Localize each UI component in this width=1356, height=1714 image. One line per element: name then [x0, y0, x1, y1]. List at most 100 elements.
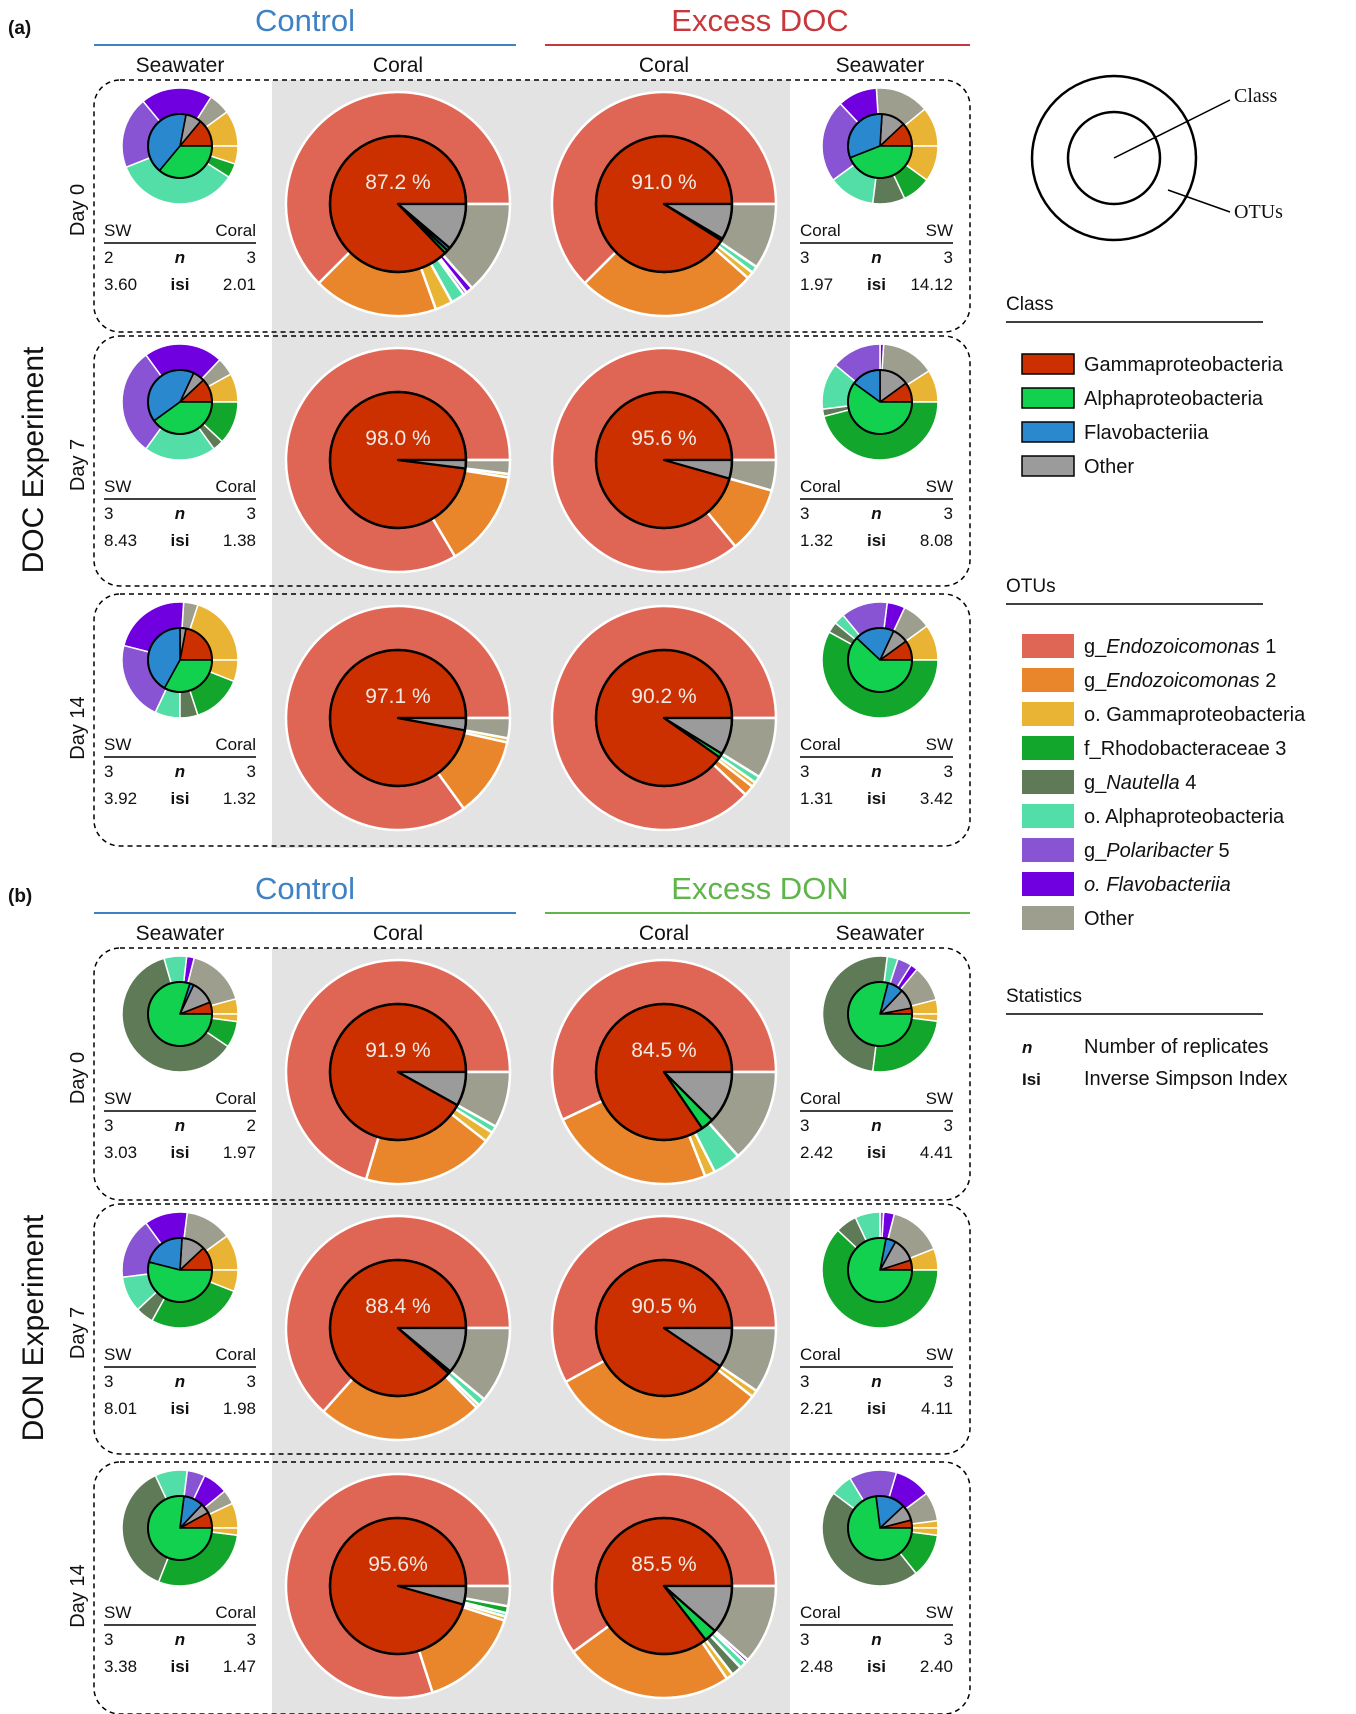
coral-pie: 84.5 %	[550, 958, 778, 1186]
row-frame	[93, 1461, 971, 1714]
otu-label-name: Nautella	[1106, 772, 1179, 794]
treatment-heading: Excess DON	[671, 871, 848, 906]
day-label: Day 0	[67, 1052, 89, 1104]
otu-swatch	[1022, 668, 1074, 692]
percent-label: 91.9 %	[365, 1039, 430, 1062]
diagram-pointer-otus	[1167, 189, 1231, 213]
outer-ring-edge	[285, 1473, 511, 1699]
outer-ring-edge	[285, 959, 511, 1185]
seawater-pie	[821, 1469, 939, 1587]
seawater-pie	[821, 1211, 939, 1329]
inner-ring-edge	[328, 1258, 468, 1398]
coral-pie: 91.9 %	[284, 958, 512, 1186]
stats-header-left: Coral	[800, 1345, 841, 1364]
percent-label: 95.6 %	[631, 427, 696, 450]
inner-ring-edge	[147, 627, 213, 693]
otu-swatch	[1022, 804, 1074, 828]
diagram-inner-ring	[1066, 110, 1162, 206]
stats-n-left: 3	[104, 504, 113, 523]
stats-n-left: 3	[800, 504, 809, 523]
outer-ring-edge	[285, 91, 511, 317]
percent-label: 87.2 %	[365, 171, 430, 194]
otu-label-suffix: 2	[1260, 670, 1277, 692]
column-label: Seawater	[136, 922, 225, 945]
isi-symbol: isi	[171, 275, 190, 294]
class-swatch	[1021, 421, 1075, 443]
isi-symbol: isi	[867, 1399, 886, 1418]
stats-header-right: Coral	[215, 1603, 256, 1622]
inner-ring-edge	[594, 390, 734, 530]
coral-pie: 88.4 %	[284, 1214, 512, 1442]
seawater-pie	[821, 601, 939, 719]
stats-header-right: SW	[926, 221, 953, 240]
inner-ring-edge	[847, 1495, 913, 1561]
outer-ring-edge	[121, 955, 239, 1073]
stats-n-right: 3	[247, 762, 256, 781]
isi-symbol: isi	[171, 1399, 190, 1418]
diagram-class-label: Class	[1234, 85, 1278, 107]
n-symbol: n	[175, 762, 185, 781]
stats-isi-right: 4.41	[920, 1143, 953, 1162]
n-symbol: n	[871, 1372, 881, 1391]
seawater-pie	[821, 343, 939, 461]
inner-ring-edge	[328, 648, 468, 788]
inner-ring-edge	[328, 134, 468, 274]
otu-label: o. Gammaproteobacteria	[1084, 704, 1306, 726]
treatment-heading: Excess DOC	[671, 3, 848, 38]
otu-label: g_Endozoicomonas 1	[1084, 636, 1276, 658]
stats-header-right: Coral	[215, 1345, 256, 1364]
otu-label: g_Polaribacter 5	[1084, 840, 1230, 862]
stats-header-left: Coral	[800, 1089, 841, 1108]
otu-label-prefix: g_	[1084, 772, 1107, 794]
stats-right: Coral SW 3 n 3 2.42 isi 4.41	[800, 1089, 953, 1162]
stats-header-right: SW	[926, 1603, 953, 1622]
stats-n-left: 3	[104, 1372, 113, 1391]
outer-ring-edge	[121, 87, 239, 205]
inner-ring-edge	[147, 981, 213, 1047]
stats-n-left: 3	[104, 1116, 113, 1135]
column-label: Seawater	[836, 922, 925, 945]
stats-isi-right: 1.32	[223, 789, 256, 808]
stats-left: SW Coral 3 n 3 8.43 isi 1.38	[104, 477, 256, 550]
otu-label-suffix: 5	[1213, 840, 1230, 862]
otu-swatch	[1022, 634, 1074, 658]
legend-stats-title: Statistics	[1006, 986, 1082, 1007]
stats-header-right: Coral	[215, 221, 256, 240]
isi-symbol: isi	[171, 1143, 190, 1162]
isi-symbol: isi	[867, 1143, 886, 1162]
legend-class-title: Class	[1006, 294, 1054, 315]
inner-ring-edge	[147, 369, 213, 435]
stats-header-left: SW	[104, 477, 131, 496]
stats-isi-left: 3.38	[104, 1657, 137, 1676]
isi-symbol: isi	[171, 789, 190, 808]
outer-ring-edge	[285, 1215, 511, 1441]
otu-label-suffix: 1	[1260, 636, 1277, 658]
stats-header-left: Coral	[800, 735, 841, 754]
otu-label-name: Gammaproteobacteria	[1106, 704, 1306, 726]
stats-n-left: 3	[800, 762, 809, 781]
inner-ring-edge	[594, 1002, 734, 1142]
inner-ring-edge	[594, 648, 734, 788]
stats-n-left: 3	[800, 1630, 809, 1649]
stats-n-right: 3	[944, 1372, 953, 1391]
percent-label: 90.5 %	[631, 1295, 696, 1318]
outer-ring-edge	[121, 601, 239, 719]
stats-n-left: 3	[800, 1116, 809, 1135]
column-label: Coral	[373, 922, 423, 945]
coral-pie: 98.0 %	[284, 346, 512, 574]
n-symbol: n	[175, 1630, 185, 1649]
stats-header-left: SW	[104, 735, 131, 754]
n-symbol: n	[175, 504, 185, 523]
otu-label-name: Endozoicomonas	[1106, 636, 1259, 658]
stats-right: Coral SW 3 n 3 2.48 isi 2.40	[800, 1603, 953, 1676]
outer-ring-edge	[121, 343, 239, 461]
otu-label-prefix: g_	[1084, 636, 1107, 658]
coral-pie: 90.5 %	[550, 1214, 778, 1442]
otu-label: o. Flavobacteriia	[1084, 874, 1231, 896]
stats-right: Coral SW 3 n 3 1.32 isi 8.08	[800, 477, 953, 550]
percent-label: 97.1 %	[365, 685, 430, 708]
stats-n-left: 2	[104, 248, 113, 267]
outer-ring-edge	[821, 343, 939, 461]
class-label: Alphaproteobacteria	[1084, 388, 1264, 410]
stats-isi-left: 1.32	[800, 531, 833, 550]
